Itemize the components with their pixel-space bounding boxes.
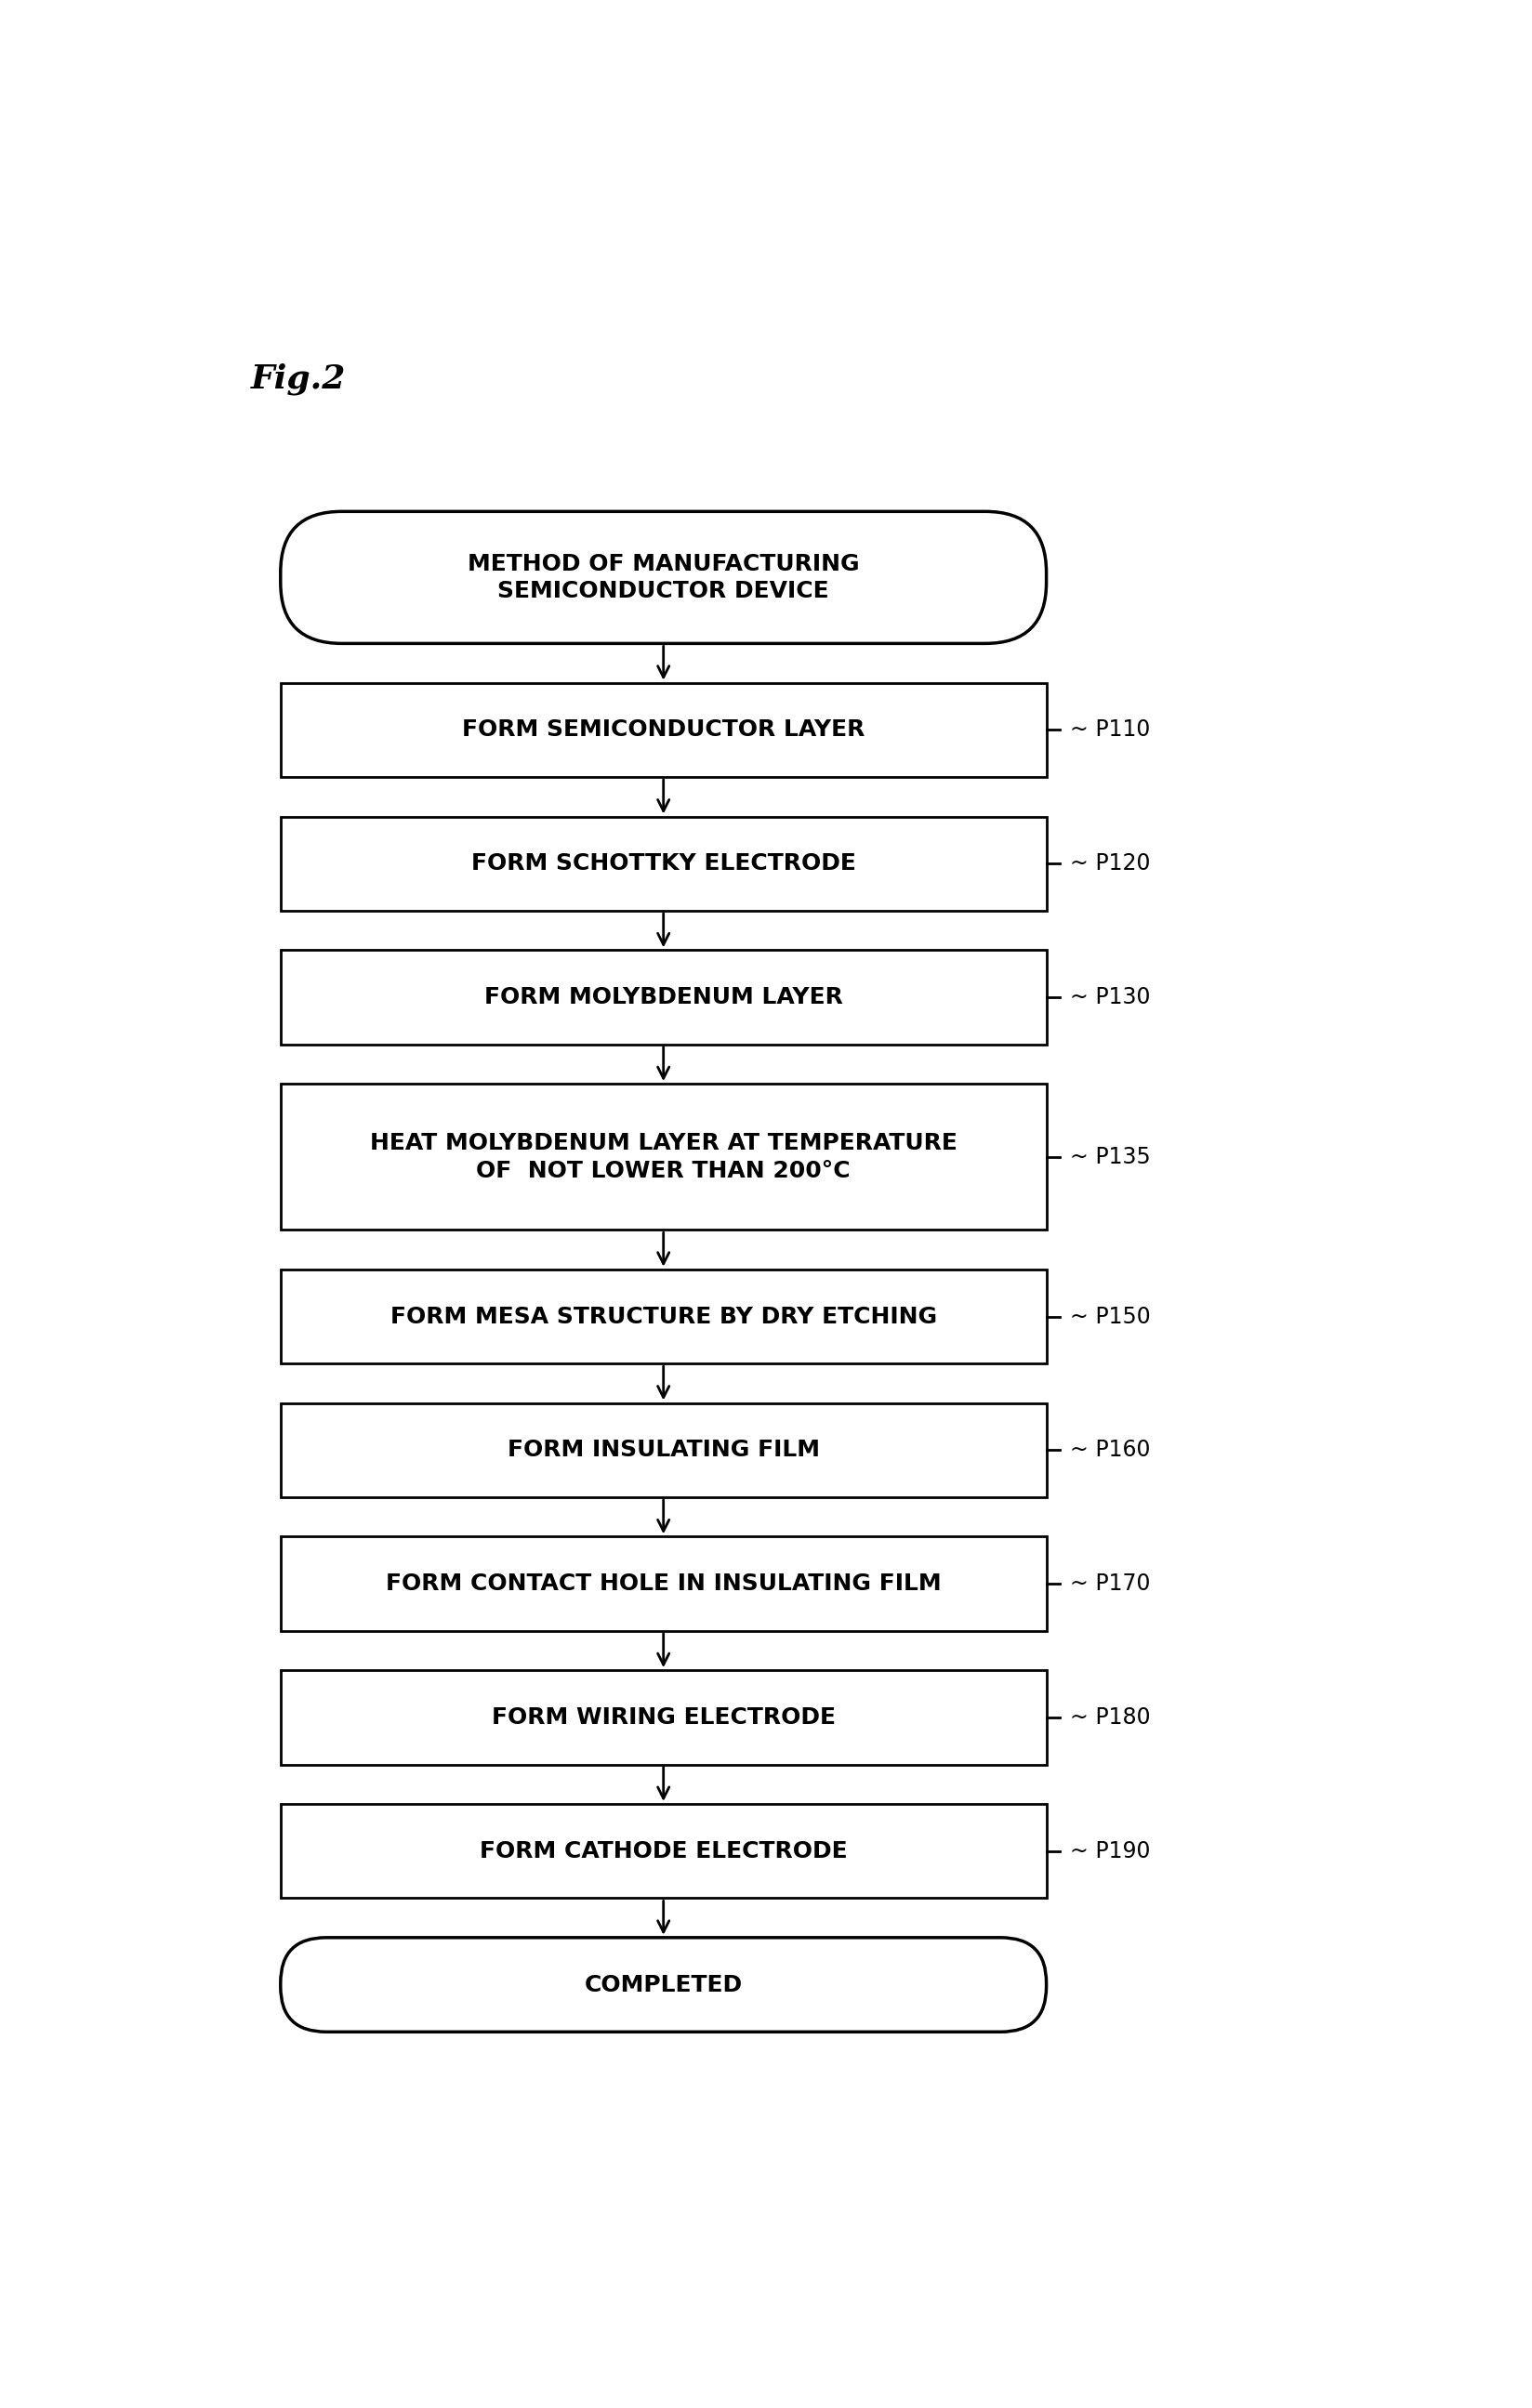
Text: COMPLETED: COMPLETED: [584, 1975, 743, 1996]
FancyBboxPatch shape: [280, 1938, 1046, 2032]
Text: ~ P130: ~ P130: [1069, 987, 1151, 1009]
Bar: [280, 1804, 1046, 1898]
Text: FORM MOLYBDENUM LAYER: FORM MOLYBDENUM LAYER: [484, 987, 843, 1009]
Text: FORM WIRING ELECTRODE: FORM WIRING ELECTRODE: [492, 1707, 835, 1729]
Text: METHOD OF MANUFACTURING
SEMICONDUCTOR DEVICE: METHOD OF MANUFACTURING SEMICONDUCTOR DE…: [467, 551, 859, 602]
Text: FORM MESA STRUCTURE BY DRY ETCHING: FORM MESA STRUCTURE BY DRY ETCHING: [391, 1305, 936, 1327]
Bar: [280, 1671, 1046, 1765]
Text: ~ P110: ~ P110: [1069, 720, 1151, 742]
Text: Fig.2: Fig.2: [251, 364, 346, 395]
Text: HEAT MOLYBDENUM LAYER AT TEMPERATURE
OF  NOT LOWER THAN 200°C: HEAT MOLYBDENUM LAYER AT TEMPERATURE OF …: [369, 1132, 958, 1182]
Text: FORM SCHOTTKY ELECTRODE: FORM SCHOTTKY ELECTRODE: [470, 852, 856, 874]
Bar: [280, 1269, 1046, 1363]
Bar: [280, 1084, 1046, 1230]
Text: ~ P190: ~ P190: [1069, 1840, 1151, 1861]
FancyBboxPatch shape: [280, 510, 1046, 643]
Text: ~ P150: ~ P150: [1069, 1305, 1151, 1327]
Text: ~ P170: ~ P170: [1069, 1572, 1151, 1594]
Text: ~ P180: ~ P180: [1069, 1707, 1151, 1729]
Bar: [280, 816, 1046, 910]
Text: ~ P120: ~ P120: [1069, 852, 1151, 874]
Text: FORM CATHODE ELECTRODE: FORM CATHODE ELECTRODE: [480, 1840, 847, 1861]
Text: ~ P160: ~ P160: [1069, 1440, 1151, 1462]
Text: FORM SEMICONDUCTOR LAYER: FORM SEMICONDUCTOR LAYER: [463, 720, 866, 742]
Bar: [280, 1536, 1046, 1630]
Text: FORM INSULATING FILM: FORM INSULATING FILM: [507, 1440, 820, 1462]
Text: ~ P135: ~ P135: [1069, 1146, 1151, 1168]
Bar: [280, 684, 1046, 778]
Bar: [280, 951, 1046, 1045]
Text: FORM CONTACT HOLE IN INSULATING FILM: FORM CONTACT HOLE IN INSULATING FILM: [386, 1572, 941, 1594]
Bar: [280, 1404, 1046, 1498]
